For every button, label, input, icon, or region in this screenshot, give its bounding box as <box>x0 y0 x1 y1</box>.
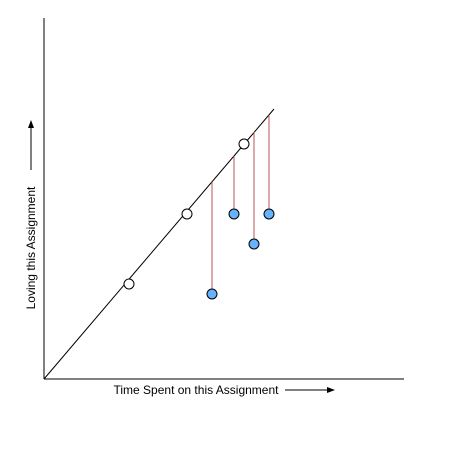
observed-point-4 <box>263 208 275 220</box>
residual-lines <box>211 115 270 294</box>
x-axis-label: Time Spent on this Assignment <box>114 383 280 397</box>
fitted-point-3 <box>238 138 250 150</box>
observed-point-3 <box>248 238 260 250</box>
data-points <box>123 138 275 300</box>
fitted-point-2 <box>181 208 193 220</box>
fitted-point-1 <box>123 278 135 290</box>
y-arrow <box>28 120 34 170</box>
x-arrow <box>285 387 335 393</box>
regression-line <box>43 108 275 380</box>
observed-point-1 <box>206 288 218 300</box>
y-axis-label: Loving this Assignment <box>24 186 38 309</box>
axes <box>43 18 404 380</box>
observed-point-2 <box>228 208 240 220</box>
